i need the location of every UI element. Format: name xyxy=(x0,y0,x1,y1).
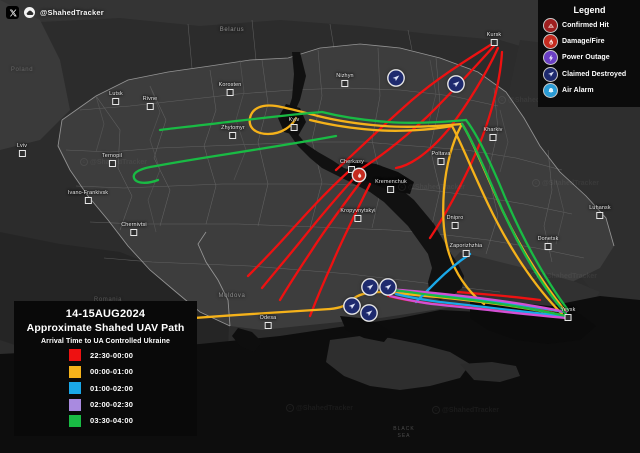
timeline-item-0000-0100: 00:00-01:00 xyxy=(69,365,189,378)
track-group-2230-0000 xyxy=(246,42,566,318)
timeline-item-0200-0230: 02:00-02:30 xyxy=(69,398,189,411)
timeline-item-2230-0000: 22:30-00:00 xyxy=(69,349,189,362)
account-handle: @ShahedTracker xyxy=(6,6,104,19)
account-handle-label: @ShahedTracker xyxy=(40,8,104,17)
color-swatch xyxy=(69,414,81,427)
drone-icon xyxy=(452,81,460,87)
drone-icon xyxy=(348,303,356,309)
timeline-label: 22:30-00:00 xyxy=(90,350,134,360)
legend-label: Power Outage xyxy=(562,54,610,62)
explosion-icon xyxy=(544,19,557,32)
timeline-item-0100-0200: 01:00-02:00 xyxy=(69,382,189,395)
fire-icon xyxy=(544,35,557,49)
siren-icon xyxy=(544,83,557,97)
event-claimed-destroyed[interactable] xyxy=(380,279,396,295)
color-swatch xyxy=(69,365,81,378)
info-date: 14-15AUG2024 xyxy=(65,308,146,320)
fire-icon xyxy=(357,172,361,178)
drone-icon xyxy=(544,67,557,81)
event-claimed-destroyed[interactable] xyxy=(362,279,378,295)
info-title: Approximate Shahed UAV Path xyxy=(26,322,185,334)
lightning-bolt-icon xyxy=(544,51,557,65)
drone-icon xyxy=(366,284,374,290)
legend-label: Damage/Fire xyxy=(562,38,605,46)
drone-icon xyxy=(384,284,392,290)
x-logo-icon xyxy=(6,6,19,19)
legend-panel: Legend Confirmed Hit Damage/Fire Power O… xyxy=(538,0,640,107)
color-swatch xyxy=(69,398,81,411)
legend-item-confirmed-hit: Confirmed Hit xyxy=(544,19,635,32)
info-subtitle: Arrival Time to UA Controlled Ukraine xyxy=(41,338,170,345)
shahed-tracker-logo-icon xyxy=(24,7,35,18)
legend-item-air-alarm: Air Alarm xyxy=(544,83,635,97)
color-swatch xyxy=(69,349,81,362)
event-damage-fire[interactable] xyxy=(353,169,365,181)
timeline-label: 02:00-02:30 xyxy=(90,400,134,410)
timeline-label: 03:30-04:00 xyxy=(90,416,134,426)
legend-item-claimed-destroyed: Claimed Destroyed xyxy=(544,67,635,81)
legend-label: Confirmed Hit xyxy=(562,22,609,29)
legend-title: Legend xyxy=(573,5,606,15)
info-panel: 14-15AUG2024 Approximate Shahed UAV Path… xyxy=(14,301,197,436)
event-claimed-destroyed[interactable] xyxy=(361,305,377,321)
track-group-0330-0400 xyxy=(132,110,570,318)
legend-label: Air Alarm xyxy=(562,86,594,94)
drone-icon xyxy=(365,310,373,316)
event-claimed-destroyed[interactable] xyxy=(344,298,360,314)
legend-item-power-outage: Power Outage xyxy=(544,51,635,65)
legend-label: Claimed Destroyed xyxy=(562,70,627,78)
drone-icon xyxy=(392,75,400,81)
color-swatch xyxy=(69,382,81,395)
event-claimed-destroyed[interactable] xyxy=(448,76,464,92)
timeline-label: 00:00-01:00 xyxy=(90,367,134,377)
legend-item-damage-fire: Damage/Fire xyxy=(544,35,635,49)
event-claimed-destroyed[interactable] xyxy=(388,70,404,86)
timeline-item-0330-0400: 03:30-04:00 xyxy=(69,414,189,427)
timeline-label: 01:00-02:00 xyxy=(90,383,134,393)
